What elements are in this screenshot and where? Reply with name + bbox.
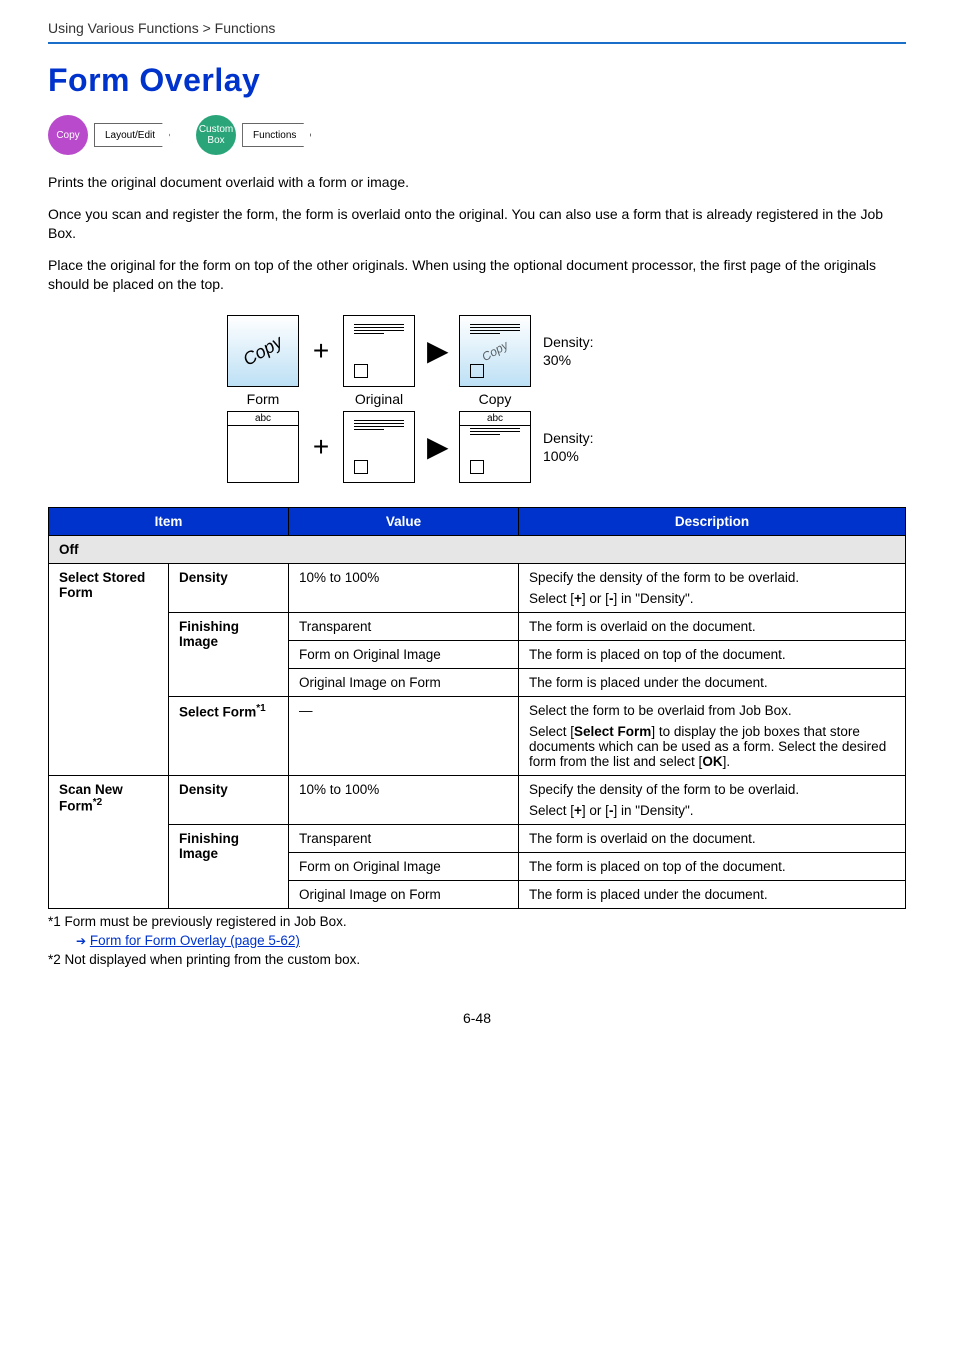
diagram-original-box-2 xyxy=(343,411,415,483)
form-label: Form xyxy=(227,391,299,407)
diagram-form-box-1: Copy xyxy=(227,315,299,387)
sub-select-form: Select Form*1 xyxy=(169,696,289,775)
cell-desc: Specify the density of the form to be ov… xyxy=(519,563,906,612)
group-select-stored-form: Select Stored Form xyxy=(49,563,169,775)
cell-value: Form on Original Image xyxy=(289,640,519,668)
table-row: Select Stored Form Density 10% to 100% S… xyxy=(49,563,906,612)
breadcrumb: Using Various Functions > Functions xyxy=(48,20,906,36)
arrow-icon: ➔ xyxy=(76,934,86,948)
header-item: Item xyxy=(49,507,289,535)
sub-finishing-image: Finishing Image xyxy=(169,824,289,908)
table-row: Select Form*1 — Select the form to be ov… xyxy=(49,696,906,775)
paragraph-2: Once you scan and register the form, the… xyxy=(48,205,906,244)
cell-desc: The form is overlaid on the document. xyxy=(519,612,906,640)
cell-value: 10% to 100% xyxy=(289,775,519,824)
original-label: Original xyxy=(343,391,415,407)
paragraph-1: Prints the original document overlaid wi… xyxy=(48,173,906,193)
cell-value: Transparent xyxy=(289,612,519,640)
functions-tab: Functions xyxy=(242,123,311,147)
copy-badge: Copy xyxy=(48,115,88,155)
group-scan-new-form: Scan New Form*2 xyxy=(49,775,169,908)
plus-icon: + xyxy=(311,335,331,367)
cell-desc: The form is placed under the document. xyxy=(519,668,906,696)
cell-value: Original Image on Form xyxy=(289,668,519,696)
cell-desc: The form is placed on top of the documen… xyxy=(519,852,906,880)
overlay-diagram: Copy + ▶ Copy xyxy=(227,315,727,483)
sub-finishing-image: Finishing Image xyxy=(169,612,289,696)
copy-label: Copy xyxy=(459,391,531,407)
diagram-copy-box-2: abc xyxy=(459,411,531,483)
cell-value: Form on Original Image xyxy=(289,852,519,880)
cell-desc: The form is placed under the document. xyxy=(519,880,906,908)
footnotes: *1 Form must be previously registered in… xyxy=(48,913,906,970)
custom-box-badge: Custom Box xyxy=(196,115,236,155)
paragraph-3: Place the original for the form on top o… xyxy=(48,256,906,295)
abc-text: abc xyxy=(228,413,298,426)
cell-desc: The form is overlaid on the document. xyxy=(519,824,906,852)
page-number: 6-48 xyxy=(48,1010,906,1026)
footnote-2: *2 Not displayed when printing from the … xyxy=(48,951,906,970)
cell-desc: The form is placed on top of the documen… xyxy=(519,640,906,668)
diagram-original-box-1 xyxy=(343,315,415,387)
Group-scan-new-form: Scan New Form*2 Density 10% to 100% Spec… xyxy=(49,775,906,824)
diagram-copy-box-1: Copy xyxy=(459,315,531,387)
sub-density: Density xyxy=(169,775,289,824)
copy-text: Copy xyxy=(240,331,287,370)
arrow-icon: ▶ xyxy=(427,430,447,463)
cell-value: — xyxy=(289,696,519,775)
cell-desc: Specify the density of the form to be ov… xyxy=(519,775,906,824)
cell-value: 10% to 100% xyxy=(289,563,519,612)
divider xyxy=(48,42,906,44)
settings-table: Item Value Description Off Select Stored… xyxy=(48,507,906,909)
density-30-label: Density: 30% xyxy=(543,333,594,369)
density-100-label: Density: 100% xyxy=(543,429,594,465)
table-row-off: Off xyxy=(49,535,906,563)
footnote-1: *1 Form must be previously registered in… xyxy=(48,913,906,932)
table-row: Finishing Image Transparent The form is … xyxy=(49,824,906,852)
plus-icon: + xyxy=(311,431,331,463)
footnote-link[interactable]: Form for Form Overlay (page 5-62) xyxy=(90,933,300,948)
header-value: Value xyxy=(289,507,519,535)
table-row: Finishing Image Transparent The form is … xyxy=(49,612,906,640)
cell-value: Original Image on Form xyxy=(289,880,519,908)
header-description: Description xyxy=(519,507,906,535)
diagram-form-box-2: abc xyxy=(227,411,299,483)
abc-text: abc xyxy=(460,413,530,426)
badge-row: Copy Layout/Edit Custom Box Functions xyxy=(48,115,906,155)
arrow-icon: ▶ xyxy=(427,334,447,367)
off-label: Off xyxy=(49,535,906,563)
sub-density: Density xyxy=(169,563,289,612)
cell-desc: Select the form to be overlaid from Job … xyxy=(519,696,906,775)
layout-edit-tab: Layout/Edit xyxy=(94,123,170,147)
cell-value: Transparent xyxy=(289,824,519,852)
page-title: Form Overlay xyxy=(48,62,906,99)
